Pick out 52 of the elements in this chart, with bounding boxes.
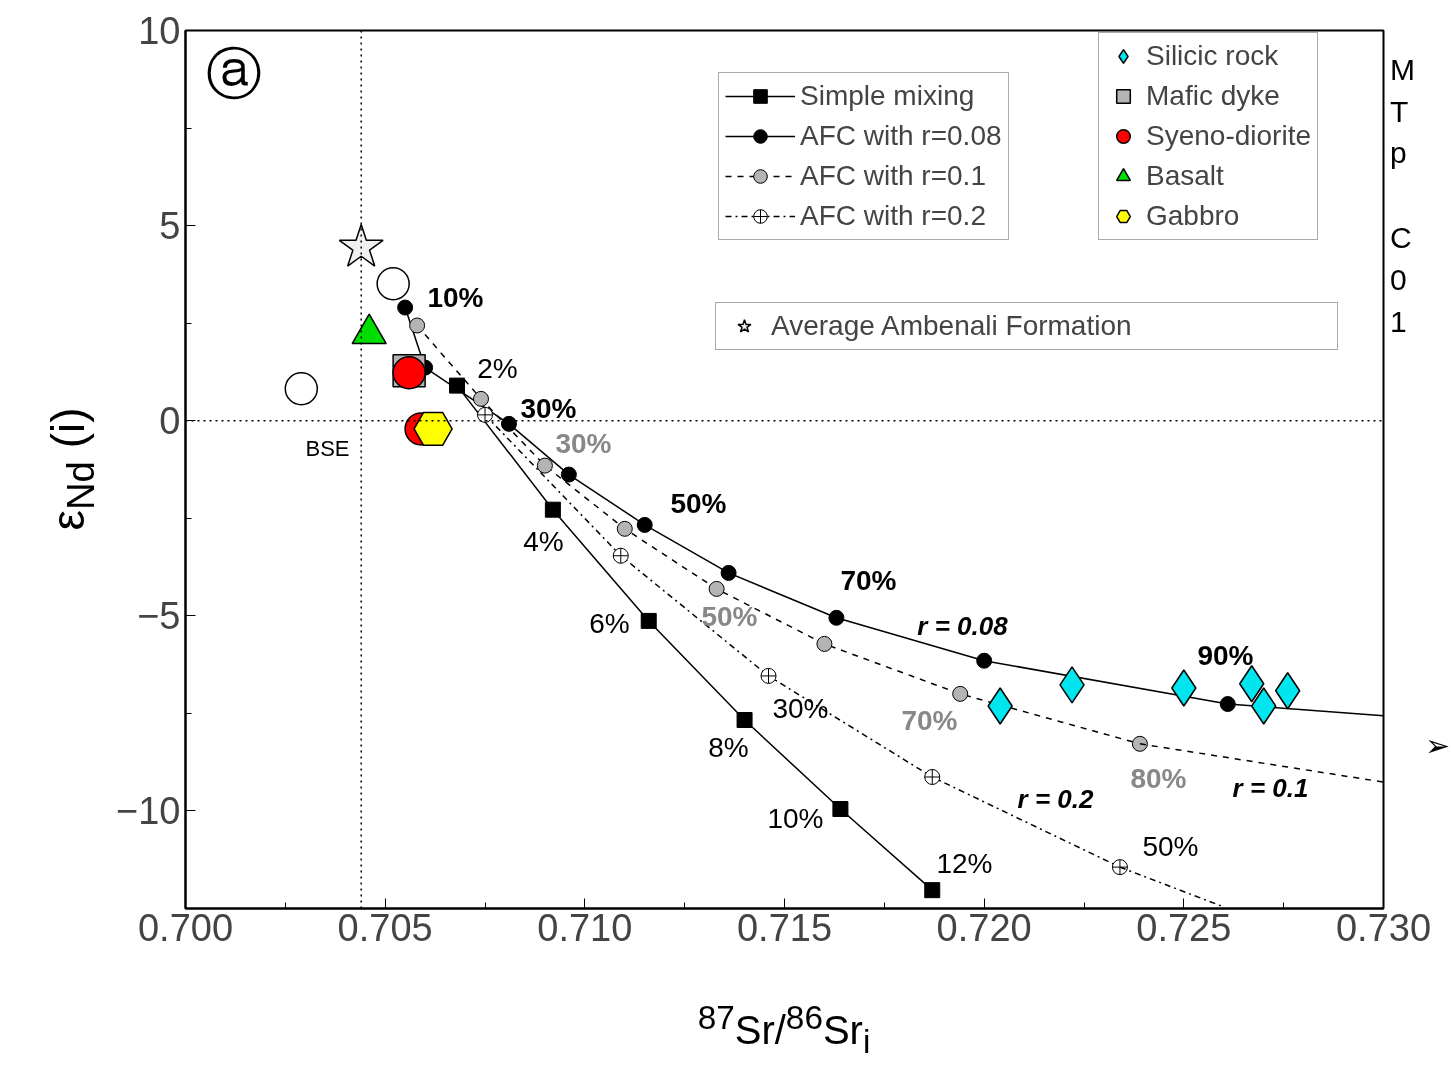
annotation: 8% [708,732,749,763]
legend-label: Gabbro [1146,200,1240,232]
annotation: 12% [936,848,993,879]
legend-label: Silicic rock [1146,40,1279,72]
y-tick-label: −10 [116,790,181,833]
x-tick-label: 0.715 [736,906,833,949]
annotation: 4% [523,526,564,557]
annotation: 6% [589,608,630,639]
annotation: r = 0.2 [1017,783,1094,814]
legend-label: Basalt [1146,160,1224,192]
annotation: 30% [520,393,577,424]
x-tick-label: 0.705 [337,906,433,949]
annotation: 10% [427,282,484,313]
annotation: r = 0.1 [1232,772,1309,803]
y-tick-label: 10 [138,10,181,52]
legend-label: AFC with r=0.2 [800,200,986,232]
text: 1 [1390,305,1407,339]
text: p [1390,136,1407,170]
annotation: 2% [477,353,518,384]
annotation: 50% [670,488,727,519]
annotation: 80% [1130,763,1187,794]
annotation: 70% [901,705,958,736]
annotation: 30% [772,693,829,724]
legend-label: Simple mixing [800,80,975,112]
text: M [1390,53,1415,87]
legend-label: Syeno-diorite [1146,120,1311,152]
x-tick-label: 0.730 [1335,906,1432,949]
x-tick-label: 0.720 [936,906,1032,949]
text: T [1390,95,1409,129]
text: ➢ [1425,727,1450,763]
legend-label: AFC with r=0.08 [800,120,1002,152]
annotation: ⓐ [205,42,262,105]
text: 0 [1390,263,1407,297]
annotation: BSE [305,436,350,461]
x-tick-label: 0.700 [137,906,234,949]
annotation: 90% [1197,640,1254,671]
x-tick-label: 0.710 [537,906,633,949]
text: C [1390,221,1412,255]
annotation: 30% [555,428,612,459]
legend-label: Mafic dyke [1146,80,1280,112]
annotation: 50% [1142,831,1199,862]
annotation: 10% [767,803,824,834]
x-tick-label: 0.725 [1136,906,1232,949]
y-tick-label: 0 [159,400,181,443]
x-axis-title: $^{87}$Sr/$^{86}$Sr$_{i}$ [697,999,871,1061]
legend-label: Average Ambenali Formation [771,310,1133,342]
annotation: r = 0.08 [917,610,1009,641]
legend-label: AFC with r=0.1 [800,160,986,192]
annotation: 70% [840,565,897,596]
annotation: 50% [701,601,758,632]
y-tick-label: −5 [137,595,181,638]
y-tick-label: 5 [159,205,181,248]
